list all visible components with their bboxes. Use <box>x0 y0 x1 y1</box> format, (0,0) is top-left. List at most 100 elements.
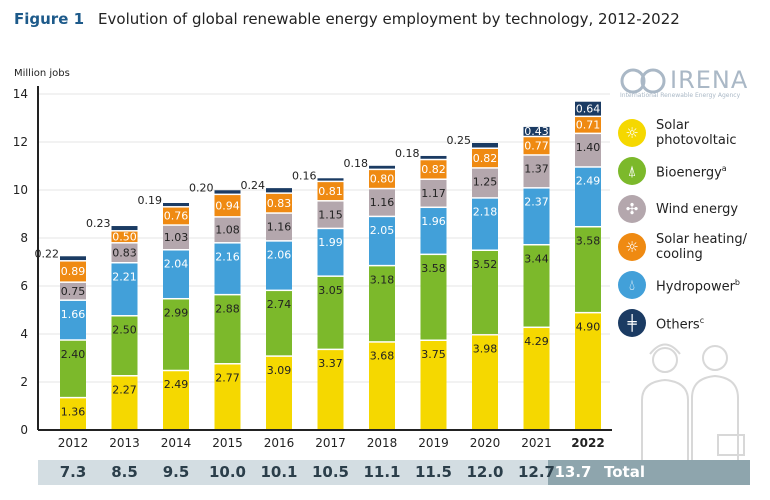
figure-title: Figure 1 Evolution of global renewable en… <box>14 10 680 28</box>
data-label: 1.15 <box>318 208 343 221</box>
x-tick-label: 2019 <box>418 436 449 450</box>
total-value: 11.5 <box>414 463 452 481</box>
figure-label: Figure 1 <box>14 10 85 28</box>
bar-segment <box>266 213 292 241</box>
y-tick-label: 6 <box>20 279 28 293</box>
x-tick-label: 2015 <box>212 436 243 450</box>
data-label: 2.49 <box>164 378 189 391</box>
legend-text: Bioenergy <box>656 165 722 181</box>
data-label: 2.50 <box>112 324 137 337</box>
data-label: 1.40 <box>576 141 601 154</box>
data-label: 0.64 <box>576 102 601 115</box>
footnote-mark: c <box>699 316 705 326</box>
data-label: 0.81 <box>318 185 343 198</box>
bar-segment <box>472 198 498 250</box>
legend-label: Solar photovoltaic <box>656 118 737 148</box>
legend-label: Othersc <box>656 313 704 332</box>
total-value: 7.3 <box>59 463 87 481</box>
data-label: 1.17 <box>421 187 446 200</box>
bar-segment <box>60 398 86 430</box>
data-label: 4.29 <box>524 335 549 348</box>
bar-segment <box>317 182 344 201</box>
data-label: 3.37 <box>318 357 343 370</box>
bar-segment <box>60 261 86 282</box>
sun-icon: ☼ <box>618 233 646 261</box>
legend-item-solar-heating: ☼ Solar heating/ cooling <box>618 232 768 262</box>
bar-segment <box>369 217 395 265</box>
bar-segment <box>163 371 189 430</box>
total-value: 13.7 <box>554 463 592 481</box>
bar-segment <box>369 342 395 430</box>
data-label: 2.21 <box>112 270 137 283</box>
bar-segment <box>523 188 550 244</box>
data-label: 1.37 <box>524 163 549 176</box>
bar-segment <box>575 117 601 133</box>
bar-segment <box>60 282 86 300</box>
data-label: 0.24 <box>241 179 266 192</box>
legend-label: Solar heating/ cooling <box>656 232 748 262</box>
bar-segment <box>420 341 447 430</box>
data-label: 0.94 <box>215 199 240 212</box>
x-tick-label: 2013 <box>109 436 140 450</box>
data-label: 3.05 <box>318 284 343 297</box>
total-2022-highlight: 13.7 Total <box>548 460 750 485</box>
data-label: 3.58 <box>576 234 601 247</box>
x-tick-label: 2012 <box>58 436 89 450</box>
y-axis-label: Million jobs <box>14 68 70 79</box>
data-label: 0.75 <box>61 285 86 298</box>
legend-text: Hydropower <box>656 279 735 295</box>
bar-segment <box>523 245 550 327</box>
bar-segment <box>575 134 601 167</box>
bar-segment <box>214 364 241 430</box>
data-label: 0.25 <box>447 134 472 147</box>
bar-segment <box>266 188 292 193</box>
bar-segment <box>420 160 447 179</box>
bar-segment <box>163 299 189 370</box>
bar-segment <box>317 276 344 349</box>
data-label: 3.52 <box>473 258 498 271</box>
sun-icon: ☼ <box>618 119 646 147</box>
y-tick-label: 4 <box>20 327 28 341</box>
footnote-mark: a <box>721 164 727 174</box>
x-tick-label: 2022 <box>571 436 604 450</box>
y-tick-label: 14 <box>13 87 28 101</box>
bar-segment <box>523 155 550 188</box>
bar-segment <box>523 126 550 136</box>
bar-segment <box>472 335 498 430</box>
data-label: 0.71 <box>576 119 601 132</box>
x-tick-label: 2014 <box>161 436 192 450</box>
data-label: 1.36 <box>61 405 86 418</box>
bar-segment <box>420 255 447 340</box>
irena-logo: IRENA International Renewable Energy Age… <box>620 66 748 99</box>
legend-label: Bioenergya <box>656 161 727 180</box>
data-label: 2.40 <box>61 348 86 361</box>
bar-segment <box>472 149 498 168</box>
total-value: 9.5 <box>162 463 190 481</box>
bar-segment <box>163 225 189 250</box>
workers-illustration <box>641 343 745 460</box>
bar-segment <box>575 227 601 312</box>
legend-label: Hydropowerb <box>656 275 740 294</box>
bar-segment <box>317 229 344 276</box>
y-tick-label: 2 <box>20 375 28 389</box>
wind-turbine-icon: ✣ <box>618 195 646 223</box>
chart-area: 0 2 4 6 8 10 12 14 Million jobs 1.36 2.40 1.66 0.75 0… <box>13 68 612 450</box>
legend-item-bioenergy: ⍋ Bioenergya <box>618 156 768 186</box>
bar-segment <box>111 376 138 430</box>
data-label: 1.03 <box>164 231 189 244</box>
bar-segment <box>369 266 395 342</box>
bar-segment <box>317 178 344 181</box>
data-label: 0.23 <box>86 217 111 230</box>
bar-segment <box>575 313 601 430</box>
data-label: 0.19 <box>138 194 163 207</box>
bar-segment <box>60 256 86 261</box>
bar-segment <box>472 168 498 198</box>
data-label: 2.49 <box>576 175 601 188</box>
data-label: 1.16 <box>370 196 395 209</box>
bar-segment <box>163 250 189 298</box>
data-label: 2.88 <box>215 302 240 315</box>
bar-segment <box>472 251 498 334</box>
data-label: 1.96 <box>421 215 446 228</box>
bar-segment <box>369 170 395 188</box>
legend-item-solar-pv: ☼ Solar photovoltaic <box>618 118 768 148</box>
